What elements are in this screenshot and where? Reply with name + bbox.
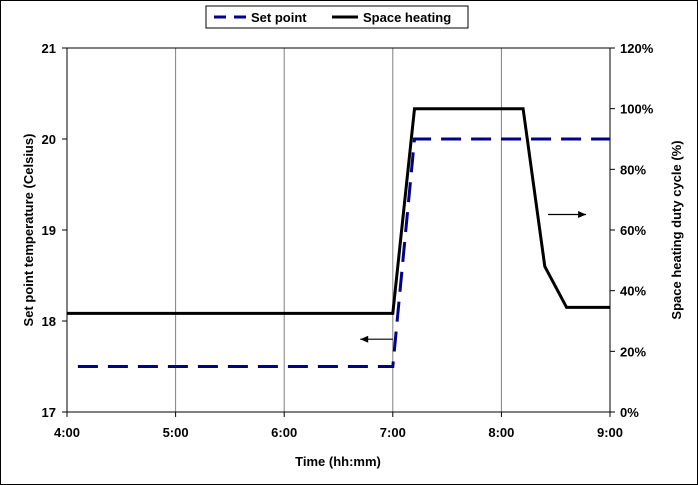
annotations <box>360 211 587 343</box>
x-tick-label: 5:00 <box>163 425 189 440</box>
legend: Set point Space heating <box>205 5 469 29</box>
y-right-tick-label: 80% <box>620 162 646 177</box>
arrow-head <box>360 335 369 343</box>
y-right-tick-label: 0% <box>620 405 639 420</box>
set-point-line <box>77 137 610 368</box>
y-right-tick-label: 20% <box>620 344 646 359</box>
series-layer <box>67 107 610 368</box>
x-tick-label: 9:00 <box>597 425 623 440</box>
y-right-tick-label: 40% <box>620 284 646 299</box>
ticks: 4:00 5:00 6:00 7:00 8:00 9:00 17 18 19 20 21 0% 20% 4… <box>42 41 654 440</box>
y-right-tick-label: 120% <box>620 41 654 56</box>
legend-set-point-label: Set point <box>251 10 307 25</box>
y-left-tick-label: 19 <box>42 223 56 238</box>
arrow-left <box>360 335 393 343</box>
arrow-right <box>548 211 587 218</box>
y-right-axis-title: Space heating duty cycle (%) <box>669 140 684 319</box>
legend-space-heating-label: Space heating <box>363 10 451 25</box>
x-axis-title: Time (hh:mm) <box>295 454 381 469</box>
y-left-tick-label: 20 <box>42 132 56 147</box>
y-right-tick-label: 60% <box>620 223 646 238</box>
x-tick-label: 7:00 <box>380 425 406 440</box>
x-tick-label: 8:00 <box>488 425 514 440</box>
y-left-tick-label: 21 <box>42 41 56 56</box>
y-right-tick-label: 100% <box>620 102 654 117</box>
space-heating-line <box>67 107 610 315</box>
arrow-head <box>578 211 587 218</box>
x-tick-label: 4:00 <box>54 425 80 440</box>
y-left-axis-title: Set point temperature (Celsius) <box>21 134 36 327</box>
y-left-tick-label: 18 <box>42 314 56 329</box>
x-tick-label: 6:00 <box>271 425 297 440</box>
y-left-tick-label: 17 <box>42 405 56 420</box>
grid <box>175 48 502 412</box>
